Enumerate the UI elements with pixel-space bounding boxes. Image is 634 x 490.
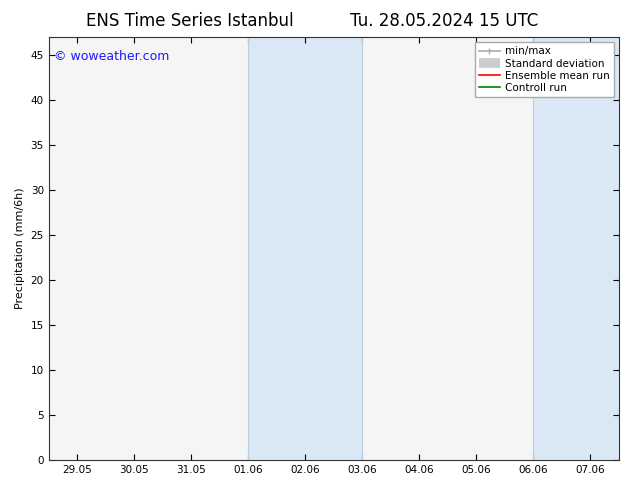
Bar [533, 37, 619, 460]
Text: Tu. 28.05.2024 15 UTC: Tu. 28.05.2024 15 UTC [350, 12, 538, 30]
Y-axis label: Precipitation (mm/6h): Precipitation (mm/6h) [15, 188, 25, 309]
Legend: min/max, Standard deviation, Ensemble mean run, Controll run: min/max, Standard deviation, Ensemble me… [475, 42, 614, 97]
Text: ENS Time Series Istanbul: ENS Time Series Istanbul [86, 12, 294, 30]
Text: © woweather.com: © woweather.com [55, 50, 170, 63]
Bar [249, 37, 363, 460]
